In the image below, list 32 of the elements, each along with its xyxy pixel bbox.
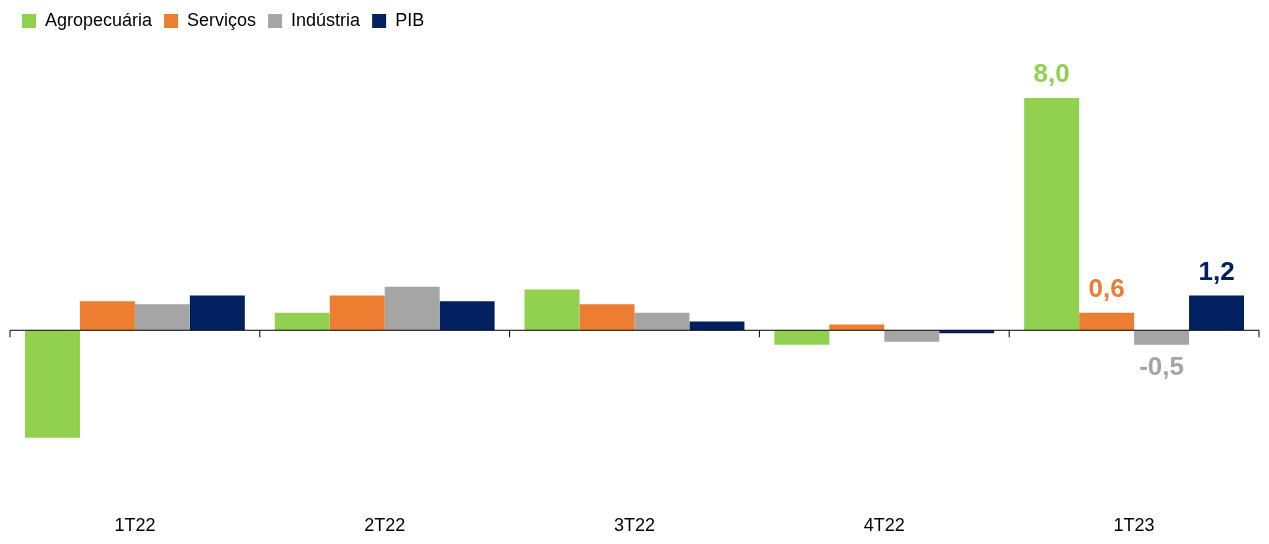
bar — [274, 312, 330, 331]
data-label: -0,5 — [1139, 350, 1184, 381]
legend-label: Indústria — [291, 9, 362, 30]
legend-label: Serviços — [187, 9, 257, 30]
data-label: 1,2 — [1198, 255, 1235, 286]
bar — [1024, 98, 1080, 331]
bar — [439, 301, 495, 331]
legend-label: PIB — [395, 9, 425, 30]
legend-label: Agropecuária — [45, 9, 154, 30]
bar — [634, 312, 690, 331]
bar — [689, 321, 745, 331]
bar — [774, 330, 830, 345]
bar — [579, 304, 635, 331]
x-tick-label: 1T22 — [114, 515, 156, 536]
bar — [134, 304, 190, 331]
bar — [524, 289, 580, 331]
x-tick-label: 1T23 — [1113, 515, 1155, 536]
bar — [24, 330, 80, 438]
bar — [79, 301, 135, 331]
data-label: 8,0 — [1033, 58, 1070, 89]
data-label: 0,6 — [1088, 273, 1125, 304]
bar — [829, 324, 885, 331]
bar — [384, 286, 440, 331]
bar — [1134, 330, 1190, 345]
bar — [1189, 295, 1245, 331]
bar — [329, 295, 385, 331]
x-tick-label: 3T22 — [613, 515, 656, 536]
bar — [189, 295, 245, 331]
bar — [884, 330, 940, 342]
bar — [1079, 312, 1135, 331]
x-tick-label: 2T22 — [364, 515, 406, 536]
x-tick-label: 4T22 — [863, 515, 905, 536]
